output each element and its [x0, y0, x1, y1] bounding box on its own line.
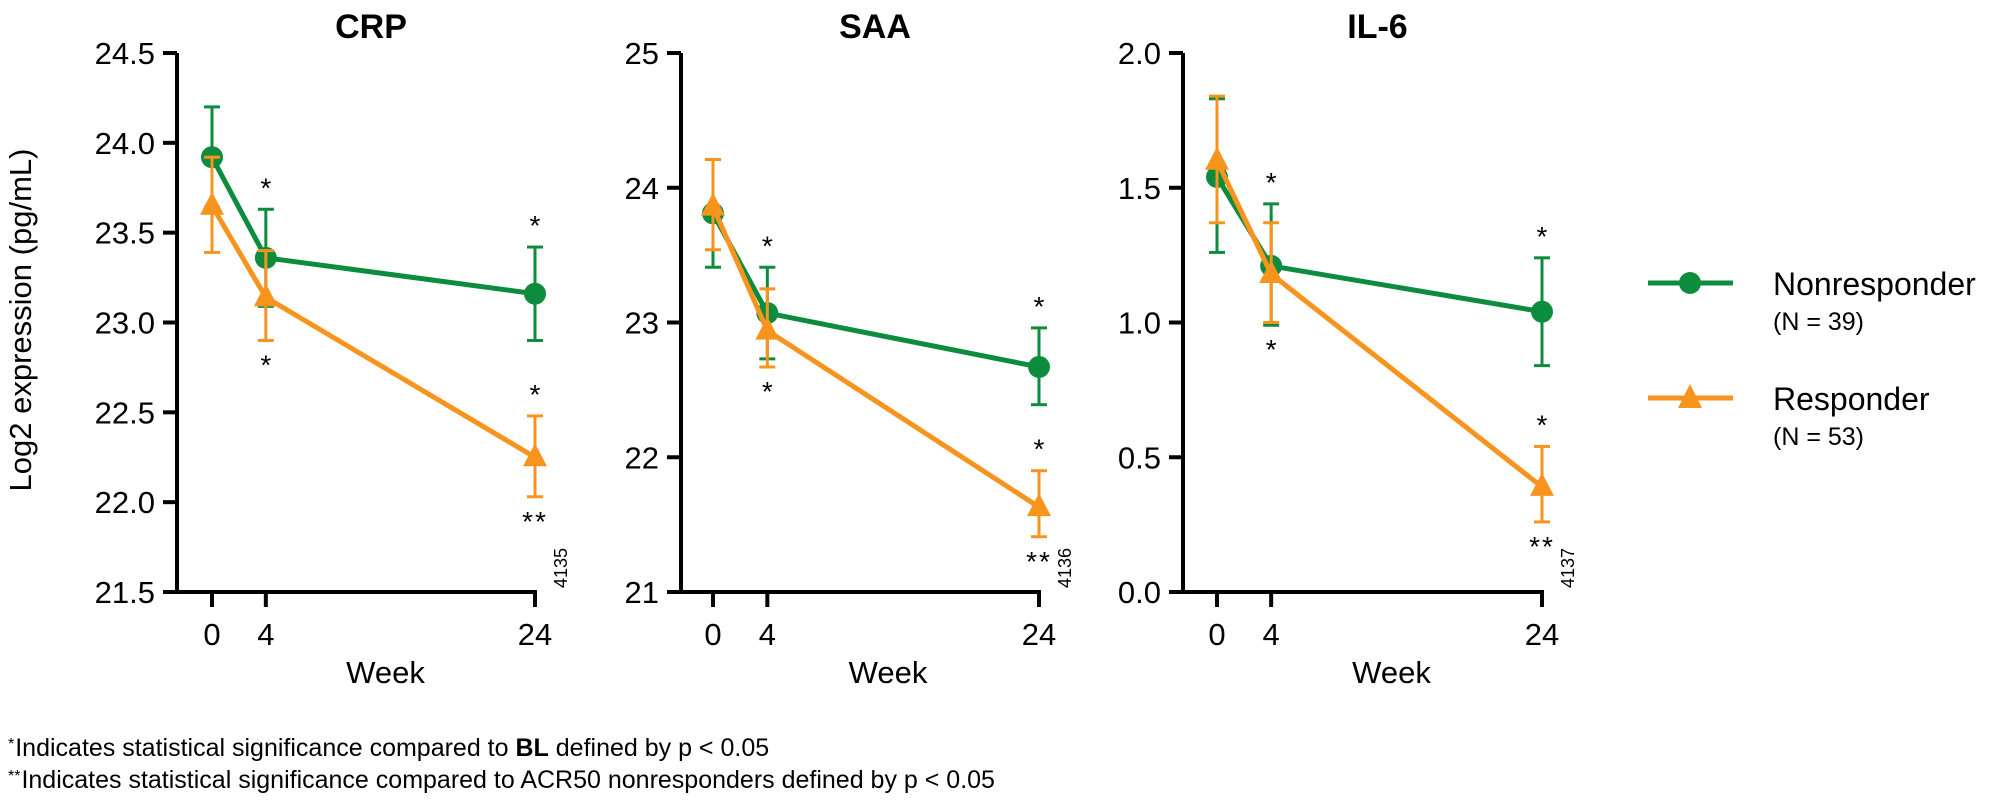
- y-tick-label: 24: [625, 171, 659, 206]
- y-tick-label: 2.0: [1118, 36, 1161, 71]
- x-axis-label: Week: [849, 655, 928, 690]
- significance-marker: *: [1034, 434, 1045, 465]
- data-point: [1028, 355, 1050, 378]
- x-tick-label: 24: [1525, 617, 1559, 652]
- data-point: [253, 283, 278, 307]
- significance-marker: *: [762, 376, 773, 407]
- panel-crp: CRP 21.5 22.0 22.5 23.0 23.5 24.0 24.5 0 4 24 Week 4…: [95, 8, 571, 690]
- significance-marker: *: [1537, 409, 1548, 440]
- footnote-text: Indicates statistical significance compa…: [21, 766, 995, 794]
- y-tick-label: 24.0: [95, 126, 155, 161]
- footnote-text: Indicates statistical significance compa…: [15, 734, 516, 762]
- legend-label: Responder: [1773, 381, 1930, 417]
- figure-code-label: 4137: [1558, 548, 1578, 588]
- footnote-bold: BL: [515, 734, 549, 762]
- significance-marker-double: **: [1529, 531, 1555, 562]
- legend-item-responder: Responder (N = 53): [1648, 381, 1930, 451]
- y-tick-label: 25: [625, 36, 659, 71]
- x-axis-label: Week: [1352, 655, 1431, 690]
- panels: CRP 21.5 22.0 22.5 23.0 23.5 24.0 24.5 0 4 24 Week 4…: [95, 8, 1578, 690]
- y-tick-label: 0.0: [1118, 575, 1161, 610]
- significance-marker: *: [1266, 167, 1277, 198]
- data-point: [200, 191, 224, 215]
- panel-title: CRP: [335, 8, 407, 46]
- footnote-marker: **: [8, 768, 21, 785]
- y-tick-label: 22.0: [95, 485, 155, 520]
- y-tick-label: 1.0: [1118, 306, 1161, 341]
- figure-code-label: 4136: [1055, 548, 1075, 588]
- series-responder: [1205, 94, 1554, 524]
- x-tick-label: 24: [1022, 617, 1056, 652]
- legend-label: Nonresponder: [1773, 266, 1976, 302]
- series-nonresponder: [1206, 97, 1553, 368]
- data-point: [1531, 300, 1553, 323]
- significance-marker: *: [1034, 291, 1045, 322]
- y-tick-label: 23.5: [95, 216, 155, 251]
- footnote-text-end: defined by p < 0.05: [548, 734, 770, 762]
- data-point: [523, 443, 547, 467]
- data-point: [1259, 259, 1284, 283]
- y-tick-label: 21.5: [95, 575, 155, 610]
- footnote-marker: *: [8, 736, 15, 753]
- panel-title: IL-6: [1347, 8, 1407, 46]
- x-tick-label: 0: [1208, 617, 1225, 652]
- y-tick-label: 22: [625, 440, 659, 475]
- y-tick-label: 1.5: [1118, 171, 1161, 206]
- data-point: [755, 316, 780, 340]
- x-tick-label: 24: [518, 617, 552, 652]
- legend-count: (N = 39): [1773, 308, 1864, 336]
- data-point: [1530, 472, 1554, 496]
- data-point: [1205, 146, 1229, 170]
- y-axis-label: Log2 expression (pg/mL): [3, 149, 38, 492]
- x-axis-label: Week: [346, 655, 425, 690]
- significance-marker-double: **: [522, 506, 548, 537]
- footnote-single-star: *Indicates statistical significance comp…: [8, 734, 769, 763]
- y-tick-label: 22.5: [95, 395, 155, 430]
- significance-marker-double: **: [1026, 546, 1052, 577]
- data-point: [701, 192, 725, 216]
- figure-code-label: 4135: [551, 548, 571, 588]
- footnote-double-star: **Indicates statistical significance com…: [8, 766, 995, 795]
- y-tick-label: 0.5: [1118, 440, 1161, 475]
- x-tick-label: 4: [759, 617, 776, 652]
- y-tick-label: 24.5: [95, 36, 155, 71]
- significance-marker: *: [530, 210, 541, 241]
- significance-marker: *: [260, 349, 271, 380]
- significance-marker: *: [260, 172, 271, 203]
- series-responder: [200, 155, 547, 499]
- y-tick-label: 23.0: [95, 306, 155, 341]
- significance-marker: *: [1537, 221, 1548, 252]
- significance-marker: *: [762, 230, 773, 261]
- y-tick-label: 23: [625, 306, 659, 341]
- x-tick-label: 4: [1263, 617, 1280, 652]
- panel-title: SAA: [839, 8, 911, 46]
- legend-item-nonresponder: Nonresponder (N = 39): [1648, 266, 1976, 336]
- x-tick-label: 0: [704, 617, 721, 652]
- x-tick-label: 0: [203, 617, 220, 652]
- data-point: [1027, 493, 1051, 517]
- legend: Nonresponder (N = 39) Responder (N = 53): [1648, 266, 1976, 451]
- series-nonresponder: [702, 157, 1050, 407]
- data-point: [524, 282, 546, 305]
- series-responder: [701, 157, 1051, 539]
- legend-marker-triangle: [1678, 384, 1702, 408]
- significance-marker: *: [1266, 334, 1277, 365]
- series-nonresponder: [201, 105, 546, 342]
- x-tick-label: 4: [257, 617, 274, 652]
- legend-marker-circle: [1679, 272, 1701, 294]
- significance-marker: *: [530, 379, 541, 410]
- legend-count: (N = 53): [1773, 423, 1864, 451]
- y-tick-label: 21: [625, 575, 659, 610]
